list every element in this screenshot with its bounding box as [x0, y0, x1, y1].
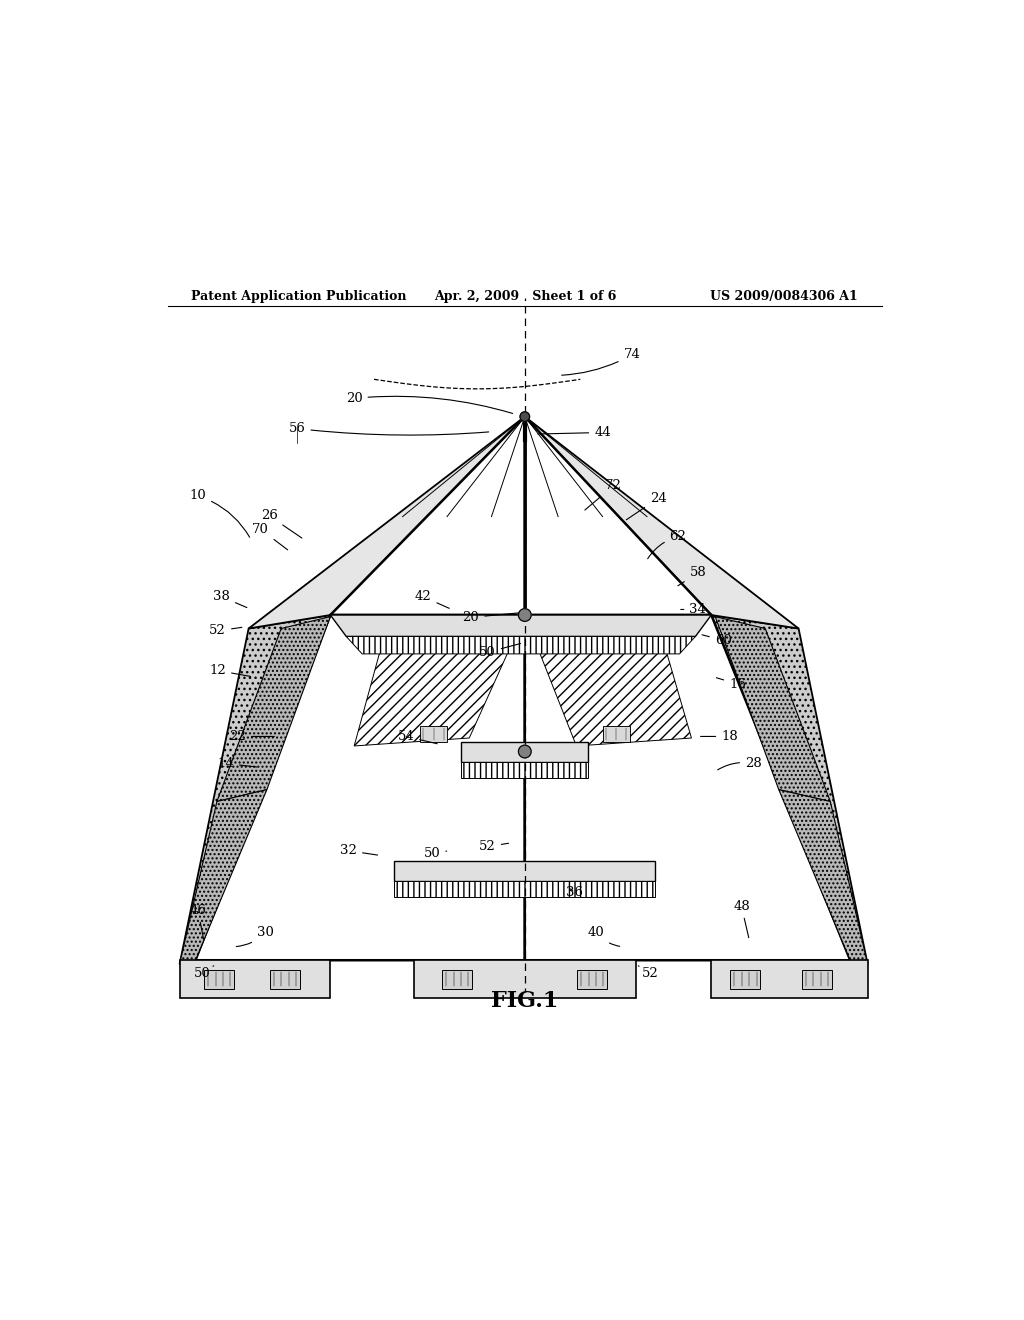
Polygon shape	[179, 615, 331, 964]
Text: 72: 72	[585, 479, 623, 510]
Text: 42: 42	[415, 590, 450, 609]
Text: 50: 50	[479, 644, 520, 659]
Circle shape	[518, 609, 531, 622]
Text: 60: 60	[702, 634, 731, 647]
Text: 16: 16	[717, 677, 745, 690]
Polygon shape	[524, 615, 850, 960]
Polygon shape	[394, 861, 655, 880]
Text: 52: 52	[638, 966, 658, 981]
Text: Apr. 2, 2009   Sheet 1 of 6: Apr. 2, 2009 Sheet 1 of 6	[433, 290, 616, 304]
Polygon shape	[712, 615, 867, 964]
Text: 18: 18	[700, 730, 738, 743]
Polygon shape	[204, 970, 234, 989]
Polygon shape	[712, 960, 867, 998]
Text: 14: 14	[217, 756, 257, 770]
Polygon shape	[802, 970, 831, 989]
Polygon shape	[354, 615, 524, 746]
Text: 28: 28	[718, 756, 762, 770]
Polygon shape	[179, 789, 267, 964]
Polygon shape	[524, 615, 691, 746]
Text: 52: 52	[209, 624, 242, 638]
Text: 24: 24	[627, 492, 667, 520]
Text: 20: 20	[463, 611, 519, 624]
Polygon shape	[196, 615, 524, 960]
Text: 30: 30	[237, 925, 273, 946]
Polygon shape	[715, 616, 830, 801]
Text: 48: 48	[733, 900, 750, 937]
Polygon shape	[461, 742, 589, 762]
Text: 22: 22	[229, 730, 274, 743]
Text: FIG.1: FIG.1	[492, 990, 558, 1012]
Text: 26: 26	[261, 510, 302, 539]
Text: 70: 70	[252, 523, 288, 550]
Polygon shape	[270, 970, 300, 989]
Text: 12: 12	[209, 664, 251, 677]
Text: 20: 20	[346, 392, 513, 413]
Polygon shape	[578, 970, 607, 989]
Polygon shape	[442, 970, 472, 989]
Circle shape	[520, 412, 529, 421]
Text: 52: 52	[479, 841, 509, 853]
Polygon shape	[217, 616, 331, 801]
Text: 44: 44	[538, 426, 611, 440]
Text: 54: 54	[397, 730, 437, 743]
Text: 10: 10	[189, 490, 250, 537]
Polygon shape	[461, 762, 589, 777]
Polygon shape	[778, 789, 867, 964]
Polygon shape	[179, 960, 331, 998]
Text: 36: 36	[566, 886, 584, 899]
Text: 58: 58	[678, 566, 707, 586]
Text: US 2009/0084306 A1: US 2009/0084306 A1	[711, 290, 858, 304]
Text: 40: 40	[588, 925, 620, 946]
Text: 32: 32	[340, 845, 378, 857]
Polygon shape	[249, 417, 524, 628]
Circle shape	[518, 746, 531, 758]
Polygon shape	[394, 880, 655, 896]
Text: 50: 50	[194, 966, 214, 981]
Polygon shape	[414, 960, 636, 998]
Polygon shape	[420, 726, 447, 742]
Text: 46: 46	[189, 904, 206, 940]
Polygon shape	[346, 636, 695, 653]
Polygon shape	[524, 417, 799, 628]
Polygon shape	[524, 417, 712, 615]
Text: 56: 56	[289, 422, 488, 436]
Polygon shape	[331, 615, 712, 636]
Polygon shape	[331, 417, 524, 615]
Polygon shape	[730, 970, 761, 989]
Text: 50: 50	[424, 846, 446, 859]
Text: Patent Application Publication: Patent Application Publication	[191, 290, 407, 304]
Text: 34: 34	[681, 603, 707, 616]
Text: 62: 62	[648, 529, 686, 558]
Polygon shape	[602, 726, 630, 742]
Text: 38: 38	[213, 590, 247, 607]
Text: 74: 74	[562, 348, 640, 375]
